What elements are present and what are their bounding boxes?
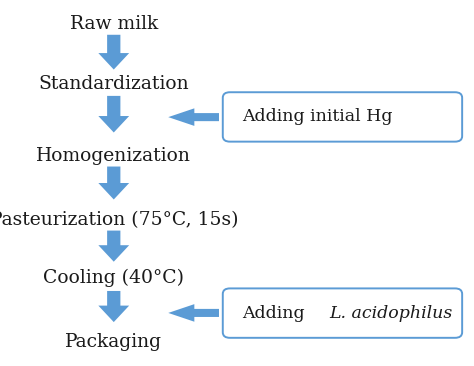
- Text: Pasteurization (75°C, 15s): Pasteurization (75°C, 15s): [0, 210, 238, 229]
- Polygon shape: [98, 231, 129, 262]
- Text: L. acidophilus: L. acidophilus: [329, 305, 453, 322]
- Text: Homogenization: Homogenization: [36, 146, 191, 165]
- Polygon shape: [98, 96, 129, 132]
- Text: Cooling (40°C): Cooling (40°C): [43, 269, 184, 287]
- Polygon shape: [168, 304, 219, 322]
- FancyBboxPatch shape: [223, 288, 462, 338]
- Polygon shape: [168, 108, 219, 126]
- Text: Raw milk: Raw milk: [70, 15, 158, 33]
- Text: Adding initial Hg: Adding initial Hg: [242, 108, 392, 126]
- Text: Packaging: Packaging: [65, 333, 162, 351]
- FancyBboxPatch shape: [223, 92, 462, 142]
- Text: Standardization: Standardization: [38, 75, 189, 93]
- Polygon shape: [98, 291, 129, 322]
- Text: Adding: Adding: [242, 305, 310, 322]
- Polygon shape: [98, 167, 129, 199]
- Polygon shape: [98, 35, 129, 70]
